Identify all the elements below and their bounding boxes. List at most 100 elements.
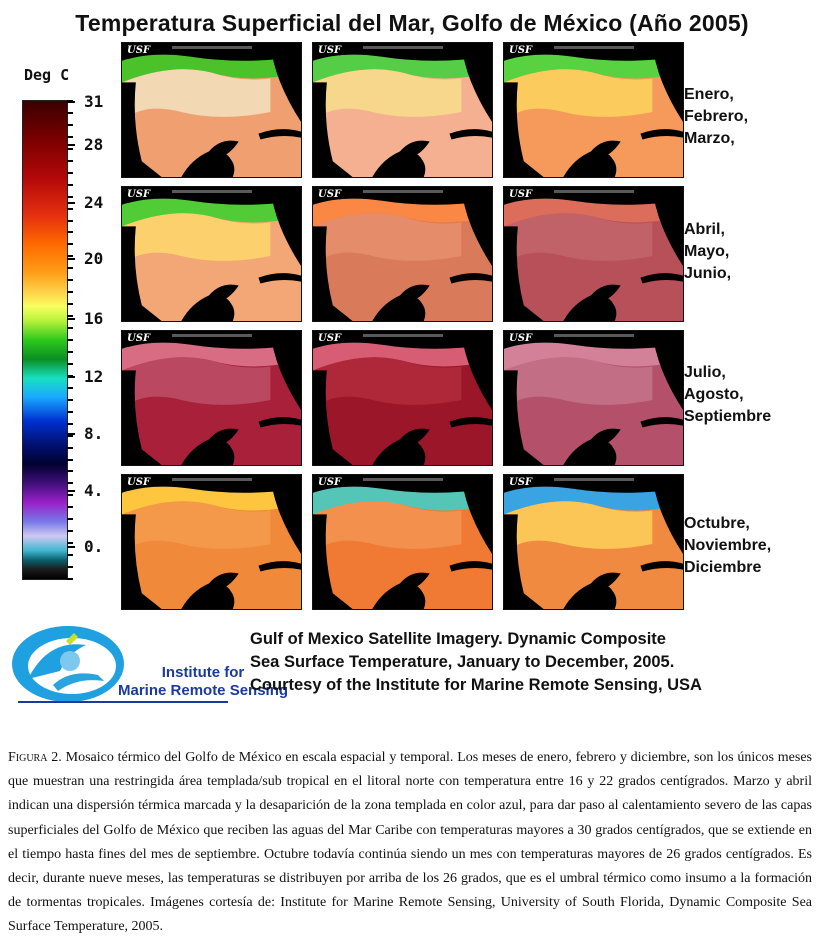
map-timestamp-strip: [172, 334, 252, 337]
scale-tick: [67, 554, 73, 557]
scale-tick: [67, 135, 73, 138]
scale-tick: [67, 578, 73, 580]
sst-map-tile: USF: [312, 330, 493, 466]
usf-watermark: USF: [127, 189, 151, 200]
scale-tick: [67, 183, 73, 186]
map-timestamp-strip: [554, 478, 634, 481]
scale-tick: [67, 566, 73, 569]
usf-watermark: USF: [318, 477, 342, 488]
logo-line: Marine Remote Sensing: [118, 682, 289, 699]
scale-tick: [67, 243, 73, 246]
month-label-line: Septiembre: [684, 408, 772, 425]
usf-watermark: USF: [318, 189, 342, 200]
scale-major-tick: [67, 202, 75, 204]
scale-tick: [67, 410, 73, 413]
logo-line: Institute for: [161, 664, 245, 681]
logo-wordmark: Institute for Marine Remote Sensing: [118, 664, 288, 700]
scale-tick-label: 4.: [84, 481, 104, 500]
usf-watermark: USF: [318, 333, 342, 344]
scale-unit-label: Deg C: [24, 66, 70, 84]
credit-line: Courtesy of the Institute for Marine Rem…: [250, 676, 702, 694]
temperature-color-scale: [22, 100, 68, 580]
scale-tick-label: 16: [84, 309, 104, 328]
scale-tick: [67, 434, 73, 437]
map-timestamp-strip: [554, 334, 634, 337]
scale-tick-label: 8.: [84, 424, 104, 443]
scale-tick: [67, 315, 73, 318]
sst-map-tile: USF: [121, 330, 302, 466]
month-label-line: Noviembre,: [684, 537, 772, 554]
scale-tick: [67, 446, 73, 449]
month-label-line: Diciembre: [684, 559, 762, 576]
usf-watermark: USF: [318, 45, 342, 56]
scale-tick-label: 0.: [84, 537, 104, 556]
page-title: Temperatura Superficial del Mar, Golfo d…: [75, 10, 749, 36]
month-label-row-1: Enero, Febrero, Marzo,: [684, 84, 748, 150]
sst-map-tile: USF: [503, 186, 684, 322]
month-label-line: Mayo,: [684, 243, 730, 260]
scale-tick-label: 28: [84, 135, 104, 154]
scale-tick: [67, 303, 73, 306]
scale-tick: [67, 422, 73, 425]
sst-map-tile: USF: [121, 42, 302, 178]
scale-tick: [67, 350, 73, 353]
scale-tick: [67, 494, 73, 497]
scale-tick: [67, 362, 73, 365]
usf-watermark: USF: [127, 333, 151, 344]
imrs-logo: [12, 626, 228, 703]
scale-tick: [67, 195, 73, 198]
month-label-line: Octubre,: [684, 515, 750, 532]
scale-tick: [67, 147, 73, 150]
scale-major-tick: [67, 490, 75, 492]
credit-line: Sea Surface Temperature, January to Dece…: [250, 653, 675, 671]
map-timestamp-strip: [172, 46, 252, 49]
scale-tick-label: 12: [84, 367, 104, 386]
map-timestamp-strip: [363, 334, 443, 337]
month-label-line: Junio,: [684, 265, 732, 282]
month-label-line: Enero,: [684, 86, 734, 103]
map-timestamp-strip: [363, 190, 443, 193]
map-timestamp-strip: [172, 478, 252, 481]
scale-tick: [67, 291, 73, 294]
scale-tick: [67, 339, 73, 341]
usf-watermark: USF: [127, 45, 151, 56]
usf-watermark: USF: [509, 189, 533, 200]
scale-tick: [67, 506, 73, 509]
sst-map-tile: USF: [312, 42, 493, 178]
image-credit: Gulf of Mexico Satellite Imagery. Dynami…: [250, 628, 702, 697]
figure-caption: Figura 2. Mosaico térmico del Golfo de M…: [8, 746, 812, 940]
map-timestamp-strip: [363, 46, 443, 49]
usf-watermark: USF: [127, 477, 151, 488]
sst-map-tile: USF: [312, 474, 493, 610]
sst-map-tile: USF: [312, 186, 493, 322]
scale-tick: [67, 207, 73, 210]
figure-label: Figura 2.: [8, 750, 62, 765]
scale-tick: [67, 398, 73, 401]
month-label-row-3: Julio, Agosto, Septiembre: [684, 362, 771, 428]
scale-tick: [67, 111, 73, 114]
scale-tick-label: 24: [84, 193, 104, 212]
scale-tick: [67, 267, 73, 270]
month-label-row-2: Abril, Mayo, Junio,: [684, 219, 731, 285]
scale-tick: [67, 518, 73, 521]
scale-tick: [67, 542, 73, 545]
scale-tick-label: 31: [84, 92, 104, 111]
month-label-row-4: Octubre, Noviembre, Diciembre: [684, 513, 771, 579]
scale-tick: [67, 386, 73, 389]
sst-map-tile: USF: [503, 330, 684, 466]
scale-major-tick: [67, 144, 75, 146]
month-label-line: Julio,: [684, 364, 726, 381]
usf-watermark: USF: [509, 45, 533, 56]
scale-tick: [67, 482, 73, 485]
scale-tick: [67, 159, 73, 162]
scale-tick: [67, 470, 73, 473]
scale-tick: [67, 374, 73, 377]
map-timestamp-strip: [554, 190, 634, 193]
month-label-line: Febrero,: [684, 108, 749, 125]
caption-text: Mosaico térmico del Golfo de México en e…: [8, 750, 812, 935]
scale-major-tick: [67, 546, 75, 548]
scale-tick: [67, 530, 73, 533]
sst-map-tile: USF: [121, 474, 302, 610]
scale-tick: [67, 219, 73, 222]
scale-tick: [67, 327, 73, 330]
